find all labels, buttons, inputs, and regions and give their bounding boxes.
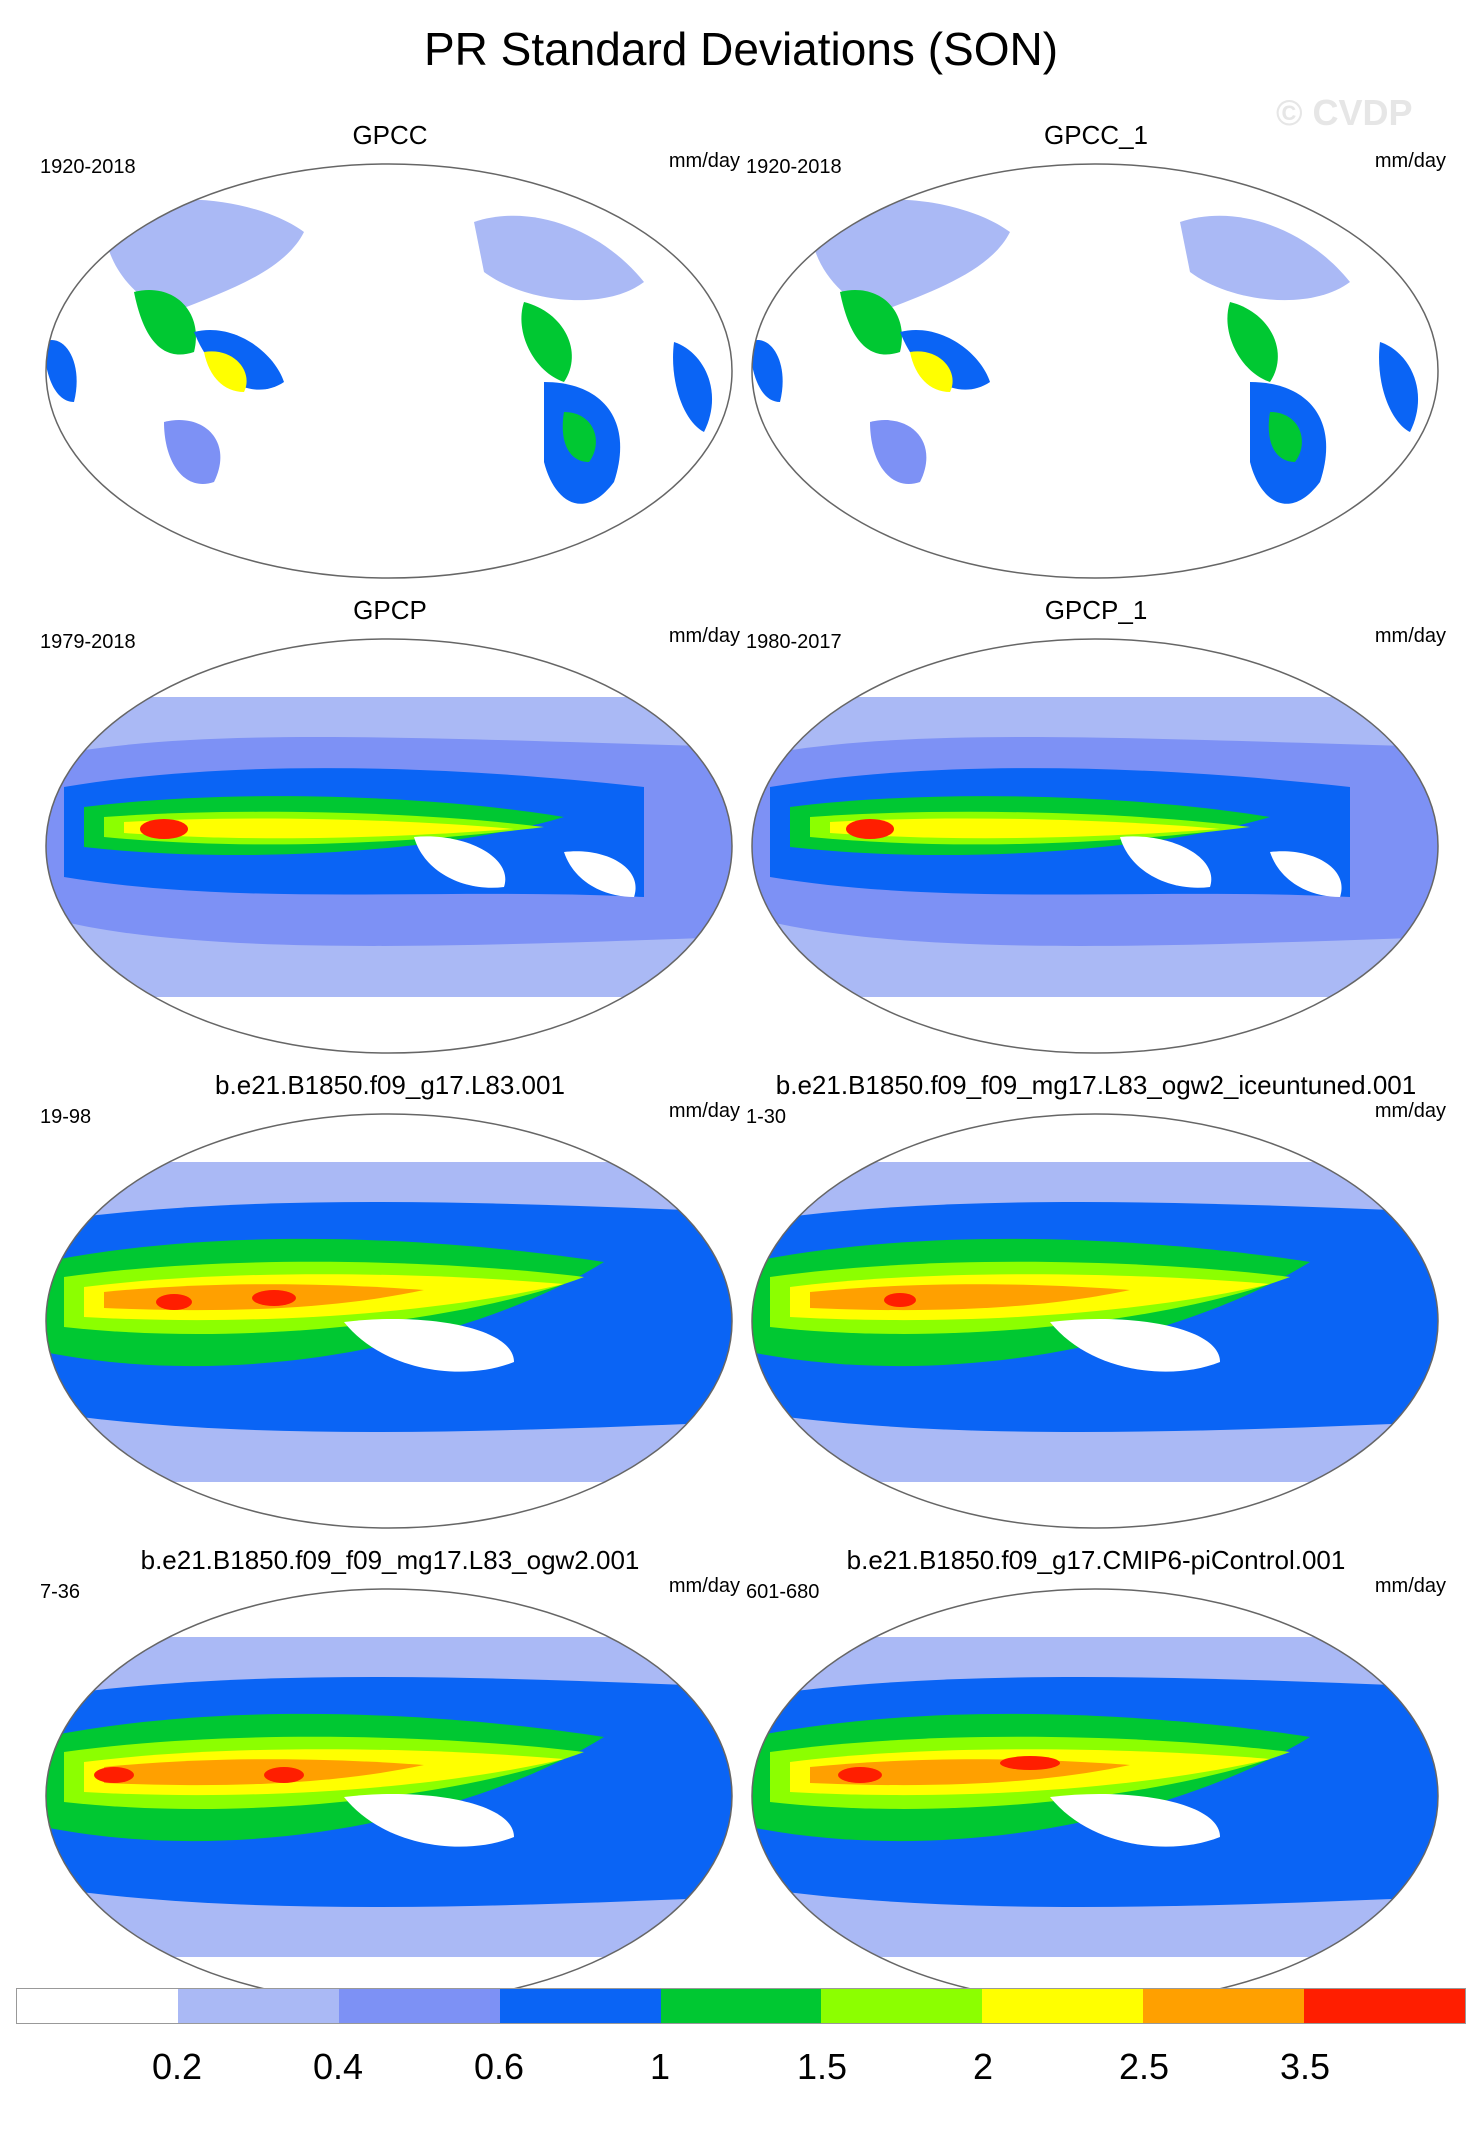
panel-model-ogw2: b.e21.B1850.f09_f09_mg17.L83_ogw2.001 7-… [40, 1545, 740, 2005]
colorbar-label: 0.2 [151, 2046, 203, 2087]
colorbar-labels: 0.2 0.4 0.6 1 1.5 2 2.5 3.5 [0, 2046, 1482, 2087]
watermark: © CVDP [1276, 92, 1413, 133]
panel-model-l83: b.e21.B1850.f09_g17.L83.001 19-98 mm/day [40, 1070, 740, 1530]
colorbar-label: 0.4 [312, 2046, 364, 2087]
panel-gpcc-1: GPCC_1 1920-2018 mm/day [746, 120, 1446, 580]
colorbar-label: 1 [649, 2046, 671, 2087]
panel-years: 1-30 [746, 1106, 787, 1128]
map-model-ogw2 [45, 1588, 733, 2004]
panel-gpcp: GPCP 1979-2018 mm/day [40, 595, 740, 1055]
colorbar-box [1304, 1989, 1466, 2023]
panel-units: mm/day [1374, 625, 1446, 647]
colorbar-label: 2 [972, 2046, 994, 2087]
colorbar-box [982, 1989, 1144, 2023]
map-gpcp-1 [751, 638, 1439, 1054]
panel-years: 1920-2018 [746, 156, 842, 178]
colorbar-box [821, 1989, 983, 2023]
panel-title: GPCC [352, 120, 428, 150]
colorbar-box [338, 1989, 500, 2023]
panel-years: 1920-2018 [40, 156, 136, 178]
panel-units: mm/day [668, 625, 740, 647]
colorbar-box [1143, 1989, 1305, 2023]
panel-title: b.e21.B1850.f09_f09_mg17.L83_ogw2.001 [140, 1545, 640, 1575]
panel-title: b.e21.B1850.f09_g17.CMIP6-piControl.001 [846, 1545, 1346, 1575]
panel-model-iceuntuned: b.e21.B1850.f09_f09_mg17.L83_ogw2_iceunt… [746, 1070, 1446, 1530]
panel-units: mm/day [1374, 1575, 1446, 1597]
map-model-iceuntuned [751, 1113, 1439, 1529]
colorbar-label: 1.5 [796, 2046, 848, 2087]
panel-units: mm/day [668, 150, 740, 172]
colorbar-box [499, 1989, 661, 2023]
panel-title: b.e21.B1850.f09_g17.L83.001 [215, 1070, 565, 1100]
panel-model-picontrol: b.e21.B1850.f09_g17.CMIP6-piControl.001 … [746, 1545, 1446, 2005]
panel-years: 1980-2017 [746, 631, 842, 653]
colorbar-label: 2.5 [1118, 2046, 1170, 2087]
panel-title: GPCP_1 [1044, 595, 1148, 625]
colorbar [16, 1988, 1466, 2024]
page-title: PR Standard Deviations (SON) [423, 23, 1059, 75]
panel-gpcp-1: GPCP_1 1980-2017 mm/day [746, 595, 1446, 1055]
colorbar-box [177, 1989, 339, 2023]
panel-gpcc: GPCC 1920-2018 mm/day [40, 120, 740, 580]
panel-years: 601-680 [746, 1581, 820, 1603]
colorbar-box [660, 1989, 822, 2023]
panel-title: GPCP [353, 595, 427, 625]
panel-units: mm/day [1374, 1100, 1446, 1122]
panel-title: b.e21.B1850.f09_f09_mg17.L83_ogw2_iceunt… [775, 1070, 1417, 1100]
panel-years: 19-98 [40, 1106, 92, 1128]
panel-units: mm/day [668, 1100, 740, 1122]
panel-units: mm/day [1374, 150, 1446, 172]
panel-title: GPCC_1 [1043, 120, 1149, 150]
panel-years: 1979-2018 [40, 631, 136, 653]
colorbar-box [17, 1989, 178, 2023]
map-model-l83 [45, 1113, 733, 1529]
panel-units: mm/day [668, 1575, 740, 1597]
panel-years: 7-36 [40, 1581, 81, 1603]
map-gpcp [45, 638, 733, 1054]
colorbar-label: 3.5 [1279, 2046, 1331, 2087]
map-model-picontrol [751, 1588, 1439, 2004]
map-gpcc [45, 163, 733, 579]
map-gpcc-1 [751, 163, 1439, 579]
colorbar-label: 0.6 [473, 2046, 525, 2087]
